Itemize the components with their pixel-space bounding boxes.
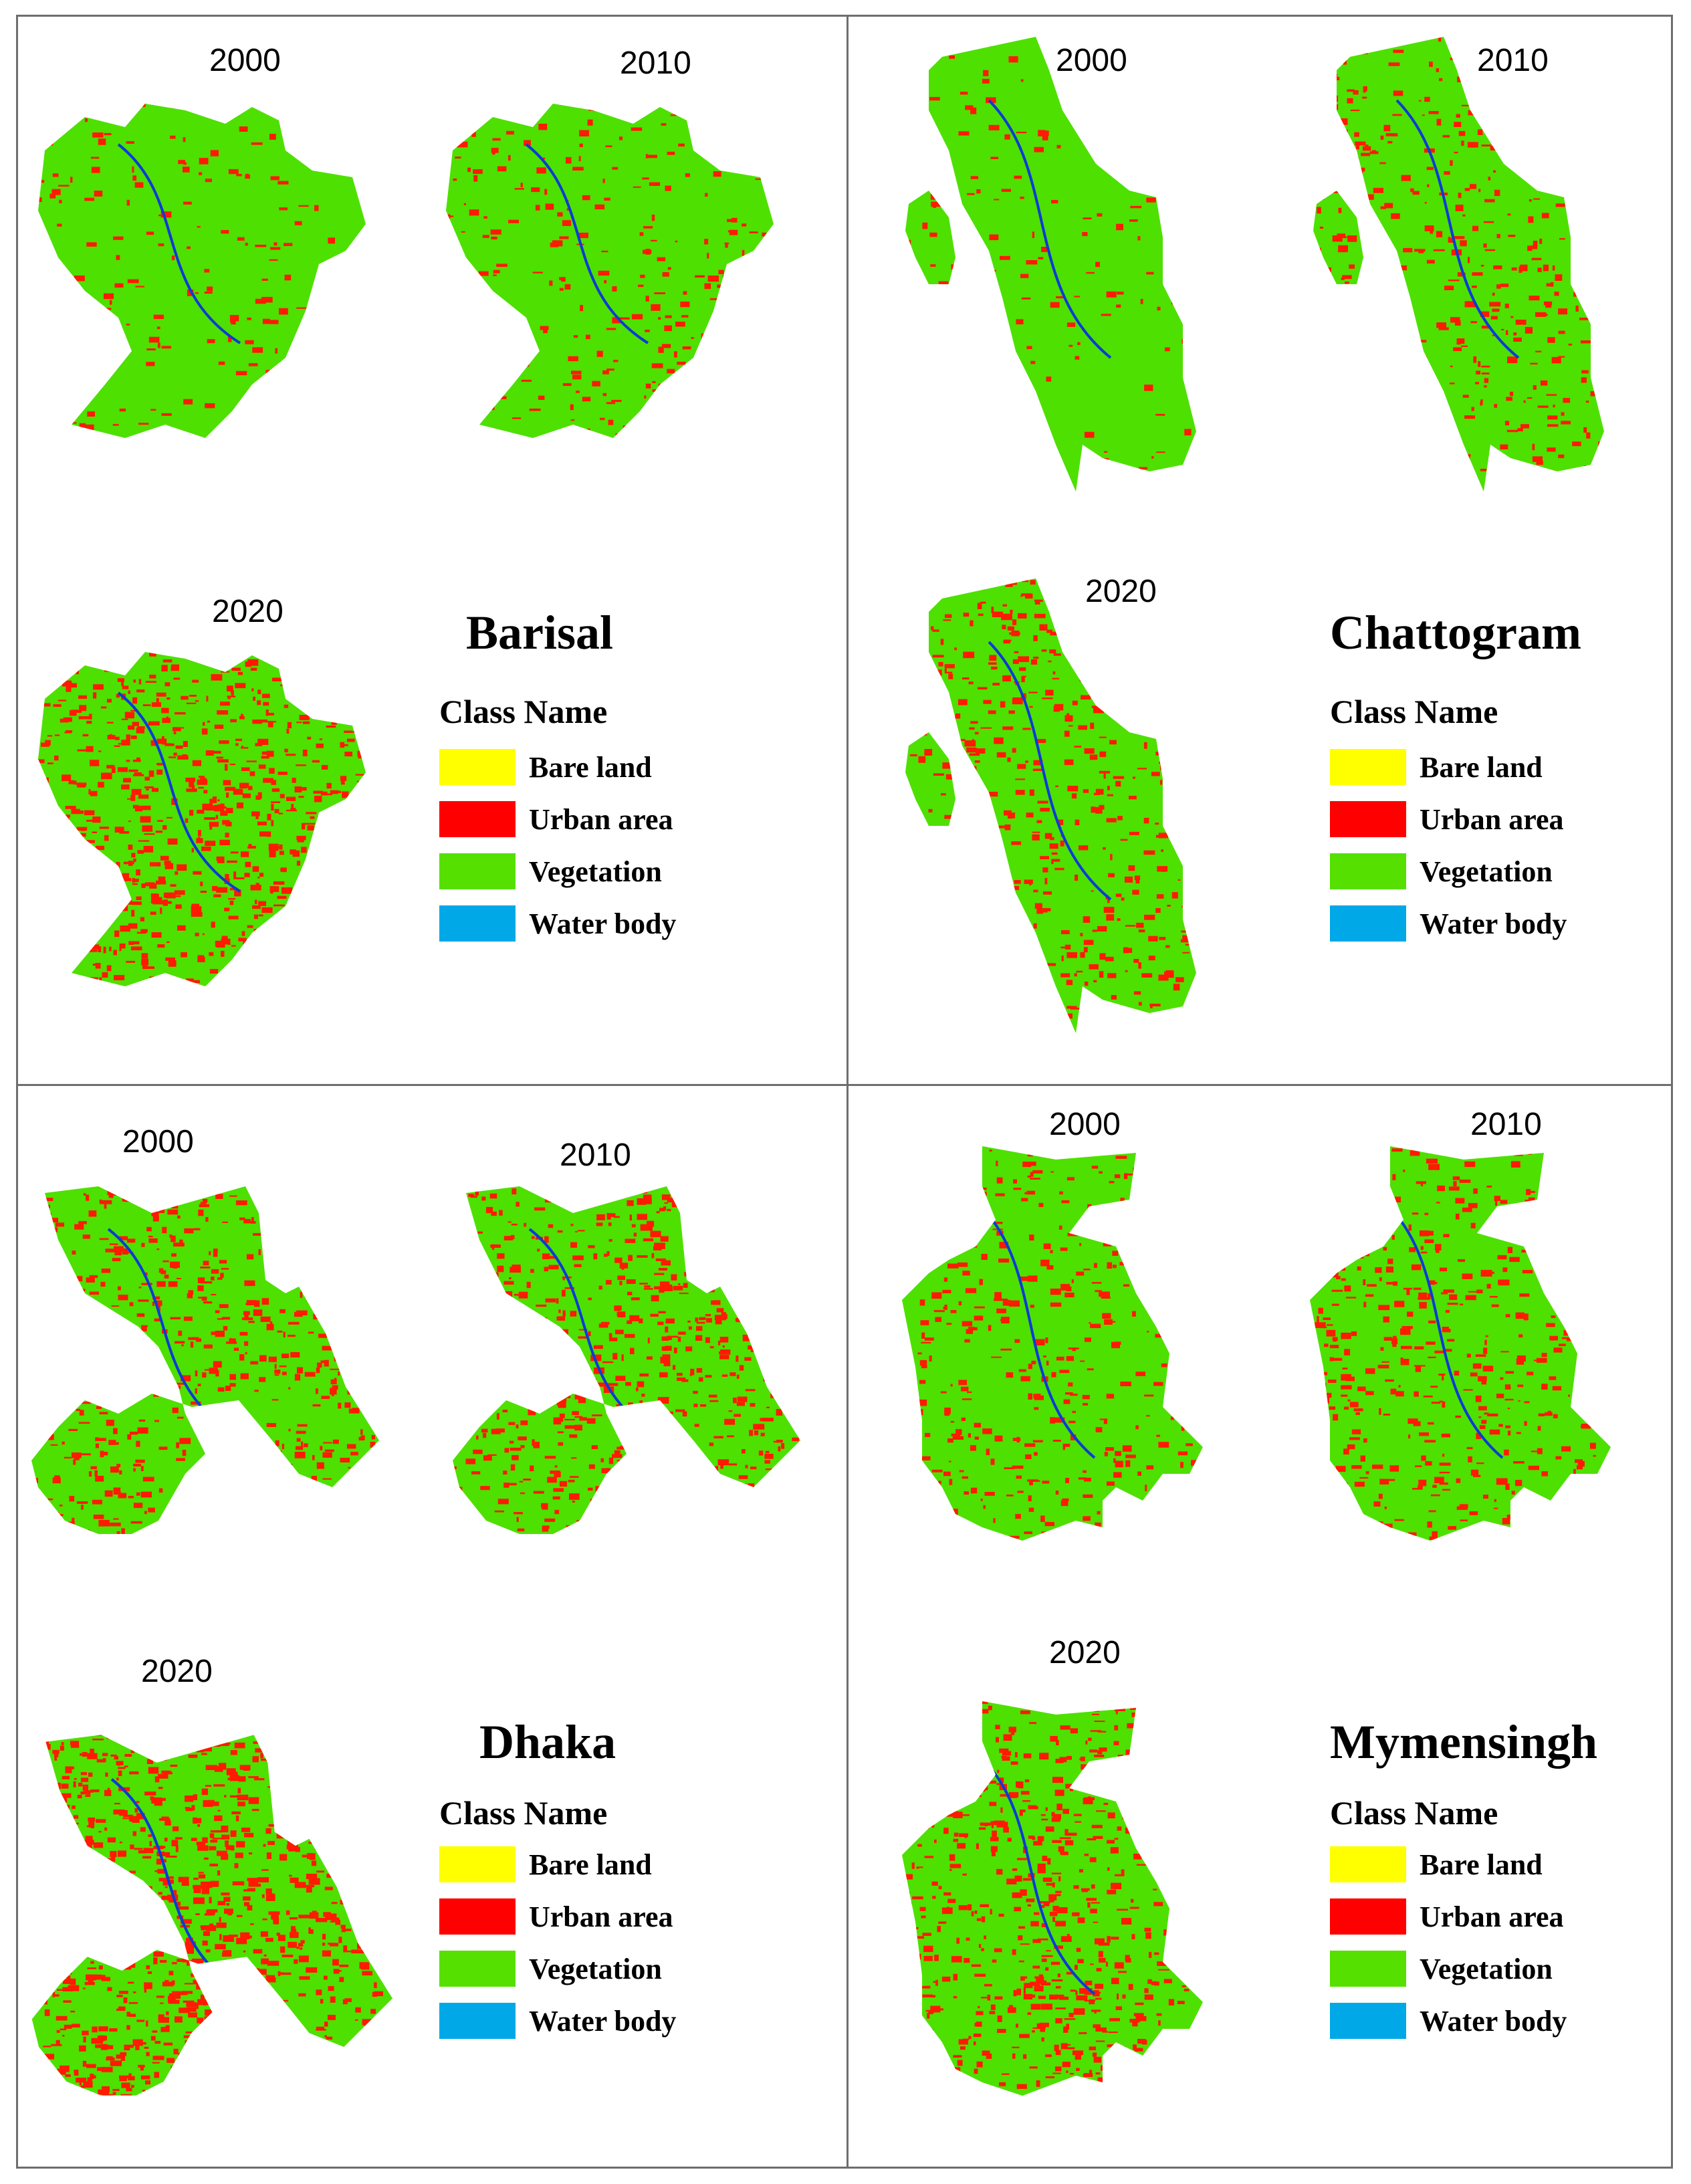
- year-label-2010: 2010: [1470, 1107, 1542, 1142]
- legend-item-vegetation: Vegetation: [1330, 1950, 1553, 1987]
- year-label-2010: 2010: [620, 45, 691, 81]
- region-title: Barisal: [466, 606, 614, 659]
- legend-label: Vegetation: [529, 855, 662, 888]
- legend-swatch: [439, 905, 516, 942]
- legend-label: Bare land: [529, 750, 652, 784]
- legend-label: Vegetation: [1420, 855, 1553, 888]
- legend-swatch: [1330, 905, 1406, 942]
- map-mymensingh-2000: [902, 1146, 1203, 1541]
- legend-title: Class Name: [439, 1794, 608, 1832]
- legend-item-urban-area: Urban area: [439, 1898, 673, 1935]
- legend-item-water-body: Water body: [439, 905, 676, 942]
- year-label-2020: 2020: [1049, 1635, 1121, 1670]
- legend-swatch: [1330, 853, 1406, 889]
- legend-item-vegetation: Vegetation: [439, 853, 662, 890]
- legend-label: Water body: [1420, 907, 1567, 940]
- legend-item-vegetation: Vegetation: [439, 1950, 662, 1987]
- panel-chattogram: 2000 2010 2020 Chattogram Class Name Bar…: [847, 15, 1673, 1086]
- legend-item-water-body: Water body: [1330, 2002, 1567, 2040]
- legend-label: Vegetation: [529, 1952, 662, 1985]
- map-mymensingh-2020: [902, 1701, 1203, 2096]
- legend-item-water-body: Water body: [1330, 905, 1567, 942]
- panel-dhaka: 2000 2010 2020 Dhaka Class Name Bare lan…: [16, 1084, 849, 2169]
- legend-item-urban-area: Urban area: [439, 800, 673, 838]
- legend-item-bare-land: Bare land: [439, 748, 652, 786]
- panel-mymensingh: 2000 2010 2020 Mymensingh Class Name Bar…: [847, 1084, 1673, 2169]
- year-label-2010: 2010: [560, 1137, 631, 1173]
- legend-label: Urban area: [529, 1900, 673, 1933]
- legend-swatch: [1330, 1898, 1406, 1935]
- map-chattogram-2010: [1313, 37, 1604, 492]
- year-label-2020: 2020: [212, 594, 284, 629]
- map-dhaka-2000: [31, 1186, 379, 1534]
- legend-swatch: [1330, 749, 1406, 785]
- year-label-2020: 2020: [141, 1654, 213, 1689]
- year-label-2000: 2000: [1056, 43, 1127, 78]
- map-barisal-2010: [446, 104, 774, 438]
- legend-swatch: [1330, 801, 1406, 837]
- legend-item-urban-area: Urban area: [1330, 800, 1564, 838]
- legend-swatch: [439, 801, 516, 837]
- legend-label: Urban area: [529, 802, 673, 836]
- year-label-2000: 2000: [1049, 1107, 1121, 1142]
- legend-item-water-body: Water body: [439, 2002, 676, 2040]
- year-label-2000: 2000: [122, 1124, 194, 1160]
- legend-item-bare-land: Bare land: [439, 1846, 652, 1883]
- year-label-2020: 2020: [1085, 574, 1157, 609]
- panel-barisal: 2000 2010 2020 Barisal Class Name Bare l…: [16, 15, 849, 1086]
- legend-swatch: [439, 853, 516, 889]
- legend-label: Vegetation: [1420, 1952, 1553, 1985]
- legend-label: Water body: [529, 2004, 677, 2038]
- legend-swatch: [1330, 1951, 1406, 1987]
- region-title: Dhaka: [479, 1715, 616, 1769]
- region-title: Chattogram: [1330, 606, 1581, 659]
- legend-label: Water body: [529, 907, 677, 940]
- legend-swatch: [439, 2003, 516, 2039]
- legend-label: Urban area: [1420, 802, 1564, 836]
- legend-swatch: [439, 1846, 516, 1882]
- region-title: Mymensingh: [1330, 1715, 1598, 1769]
- legend-item-urban-area: Urban area: [1330, 1898, 1564, 1935]
- legend-label: Urban area: [1420, 1900, 1564, 1933]
- map-dhaka-2020: [31, 1735, 393, 2096]
- legend-title: Class Name: [1330, 693, 1498, 730]
- map-barisal-2000: [38, 104, 366, 438]
- legend-label: Bare land: [1420, 1848, 1543, 1881]
- map-chattogram-2000: [905, 37, 1196, 492]
- legend-label: Bare land: [1420, 750, 1543, 784]
- legend-label: Bare land: [529, 1848, 652, 1881]
- legend-title: Class Name: [1330, 1794, 1498, 1832]
- map-barisal-2020: [38, 652, 366, 986]
- legend-swatch: [1330, 1846, 1406, 1882]
- legend-label: Water body: [1420, 2004, 1567, 2038]
- year-label-2000: 2000: [209, 43, 281, 78]
- map-dhaka-2010: [453, 1186, 800, 1534]
- legend-swatch: [439, 1951, 516, 1987]
- year-label-2010: 2010: [1477, 43, 1549, 78]
- legend-title: Class Name: [439, 693, 608, 730]
- legend-swatch: [439, 1898, 516, 1935]
- legend-item-bare-land: Bare land: [1330, 748, 1543, 786]
- legend-item-vegetation: Vegetation: [1330, 853, 1553, 890]
- map-mymensingh-2010: [1310, 1146, 1611, 1541]
- legend-swatch: [1330, 2003, 1406, 2039]
- map-chattogram-2020: [905, 578, 1196, 1033]
- legend-item-bare-land: Bare land: [1330, 1846, 1543, 1883]
- legend-swatch: [439, 749, 516, 785]
